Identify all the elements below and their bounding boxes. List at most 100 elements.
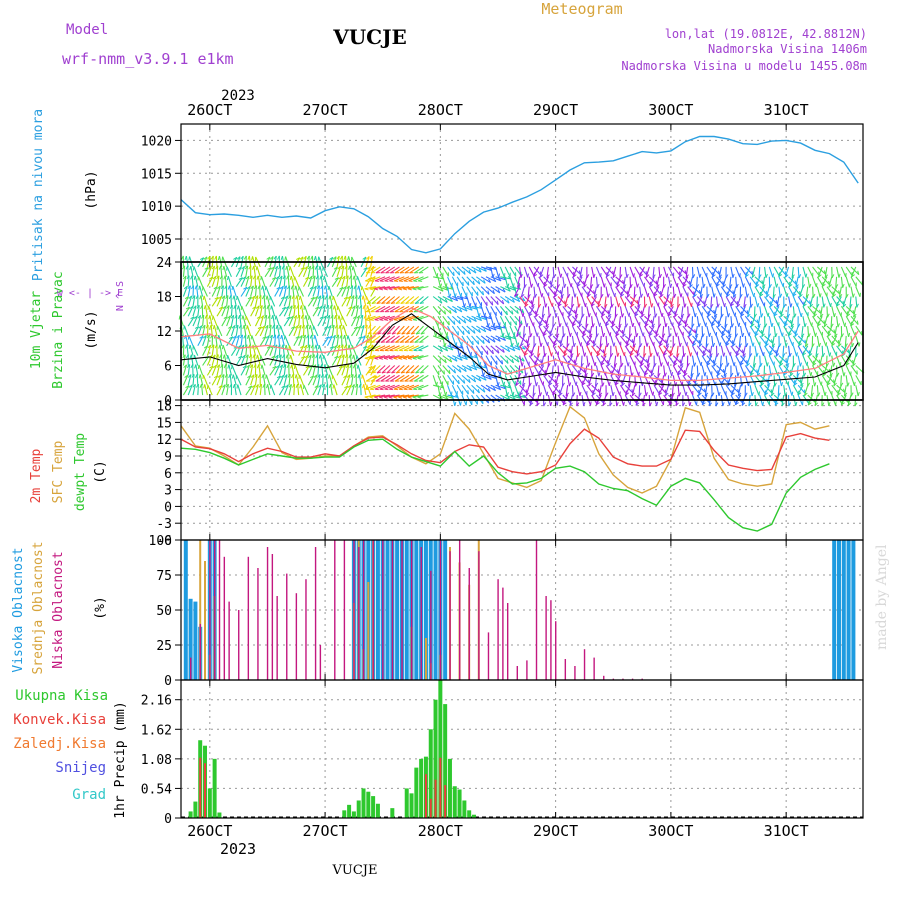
- wind-arrow-head: [834, 333, 838, 338]
- wind-arrow: [389, 345, 400, 351]
- wind-arrow: [729, 276, 732, 288]
- wind-arrow: [187, 295, 193, 307]
- low-cloud-bar: [583, 649, 586, 680]
- wind-arrow: [788, 385, 793, 396]
- wind-arrow: [295, 285, 300, 297]
- wind-arrow-head: [644, 323, 649, 327]
- wind-arrow-head: [464, 307, 468, 312]
- wind-arrow: [754, 335, 761, 347]
- wind-arrow: [755, 276, 761, 288]
- wind-arrow-head: [385, 341, 390, 343]
- low-cloud-bar: [545, 596, 547, 680]
- wind-arrow-head: [789, 352, 792, 357]
- wind-arrow-head: [353, 285, 357, 290]
- wind-arrow: [576, 385, 581, 397]
- wind-arrow: [495, 266, 500, 278]
- wind-arrow: [350, 295, 355, 307]
- wind-arrow: [206, 266, 212, 277]
- wind-arrow: [398, 384, 410, 390]
- wind-arrow-head: [398, 388, 403, 391]
- wind-arrow: [188, 335, 194, 346]
- wind-arrow: [250, 285, 254, 297]
- wind-arrow-head: [328, 295, 331, 300]
- wind-arrow-head: [675, 332, 678, 337]
- wind-arrow: [320, 275, 324, 287]
- wind-arrow: [527, 286, 530, 298]
- wind-arrow: [838, 286, 842, 298]
- wind-arrow-head: [808, 353, 813, 357]
- wind-arrow: [607, 306, 612, 318]
- wind-arrow-head: [220, 285, 224, 290]
- wind-arrow-head: [261, 325, 266, 329]
- wind-arrow: [329, 295, 333, 307]
- wind-arrow-head: [352, 315, 357, 319]
- wind-arrow: [504, 315, 512, 326]
- wind-arrow-head: [512, 298, 515, 303]
- wind-arrow: [291, 364, 295, 376]
- wind-arrow-head: [350, 374, 354, 378]
- wind-arrow-head: [566, 343, 570, 348]
- wind-arrow-head: [398, 357, 403, 360]
- wind-arrow-head: [372, 332, 377, 335]
- wind-arrow: [417, 286, 429, 290]
- wind-arrow: [769, 296, 775, 307]
- wind-arrow: [687, 286, 695, 296]
- wind-arrow-head: [339, 255, 343, 260]
- wind-arrow-head: [516, 333, 520, 338]
- wind-arrow-head: [497, 386, 502, 391]
- wind-arrow-head: [333, 345, 337, 349]
- low-cloud-bar: [449, 551, 451, 680]
- wind-arrow-head: [706, 362, 711, 366]
- wind-arrow: [600, 365, 607, 376]
- wind-arrow-head: [760, 313, 764, 318]
- wind-arrow-head: [406, 332, 411, 335]
- wind-arrow: [240, 286, 248, 297]
- low-cloud-bar: [550, 600, 552, 680]
- wind-arrow: [437, 345, 448, 352]
- wind-arrow: [557, 316, 561, 328]
- wind-arrow-head: [228, 374, 231, 379]
- wind-arrow: [715, 335, 721, 347]
- wind-arrow-head: [555, 382, 559, 387]
- wind-arrow-head: [514, 293, 519, 297]
- wind-arrow-head: [275, 276, 280, 280]
- wind-arrow: [778, 375, 783, 387]
- wind-arrow: [637, 296, 641, 308]
- wind-arrow: [447, 305, 457, 314]
- wind-arrow-head: [340, 265, 345, 270]
- wind-arrow-head: [463, 379, 466, 384]
- wind-arrow: [183, 325, 189, 337]
- wind-arrow: [724, 316, 727, 328]
- wind-arrow-head: [708, 402, 713, 407]
- wind-arrow-head: [247, 255, 250, 260]
- wind-arrow-head: [825, 342, 828, 347]
- wind-arrow-head: [700, 361, 703, 367]
- wind-arrow: [701, 345, 711, 354]
- wind-arrow-head: [192, 305, 197, 309]
- low-cloud-bar: [286, 573, 288, 680]
- wind-arrow-head: [515, 382, 520, 387]
- wind-arrow-head: [209, 365, 214, 369]
- wind-arrow-head: [280, 296, 285, 300]
- wind-arrow: [730, 306, 736, 317]
- wind-arrow: [831, 355, 834, 367]
- wind-arrow: [389, 384, 400, 390]
- wind-arrow-head: [845, 293, 849, 298]
- wind-arrow-head: [343, 255, 346, 260]
- wind-arrow-head: [467, 281, 470, 286]
- wind-arrow: [437, 286, 449, 291]
- wind-arrow: [223, 354, 228, 366]
- wind-arrow: [754, 276, 764, 285]
- wind-arrow: [211, 344, 215, 356]
- wind-arrow: [257, 275, 261, 287]
- wind-arrow-head: [682, 402, 686, 407]
- wind-arrow: [643, 365, 650, 376]
- wind-arrow-head: [529, 382, 532, 387]
- low-cloud-bar: [209, 540, 211, 680]
- wind-arrow: [331, 335, 336, 346]
- wind-arrow: [242, 315, 247, 327]
- wind-arrow-head: [203, 305, 206, 310]
- wind-arrow-head: [600, 362, 605, 366]
- wind-arrow-head: [336, 344, 341, 349]
- wind-arrow-head: [468, 378, 471, 383]
